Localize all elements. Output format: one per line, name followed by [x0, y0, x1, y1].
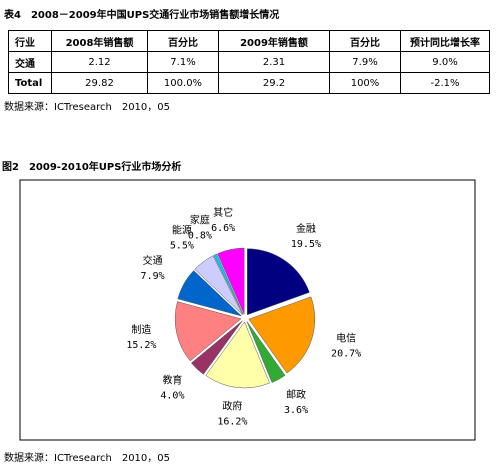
pie-slice: [213, 253, 244, 315]
slice-value: 20.7%: [331, 348, 361, 359]
slice-label: 电信: [336, 331, 356, 344]
slice-label: 金融: [296, 222, 316, 235]
data-table: 行业 2008年销售额 百分比 2009年销售额 百分比 预计同比增长率 交通 …: [8, 30, 490, 94]
pie-slice: [205, 321, 270, 389]
pie-slice: [194, 255, 243, 315]
pie-slice: [191, 320, 243, 375]
slice-value: 15.2%: [126, 340, 156, 351]
cell: 29.2: [218, 72, 330, 94]
pie-slice: [177, 270, 242, 317]
slice-value: 4.0%: [160, 390, 184, 401]
chart-source: 数据来源：ICTresearch 2010，05: [4, 453, 171, 464]
slice-value: 19.5%: [291, 239, 321, 250]
slice-label: 制造: [131, 323, 151, 336]
slice-label: 能源: [172, 223, 192, 236]
chart-title: 图2 2009-2010年UPS行业市场分析: [2, 162, 182, 173]
slice-value: 16.2%: [217, 416, 247, 427]
pie-slice: [246, 321, 286, 383]
slice-value: 7.9%: [141, 271, 165, 282]
table-source: 数据来源：ICTresearch 2010，05: [4, 102, 171, 113]
cell: 29.82: [51, 72, 148, 94]
slice-label: 邮政: [286, 388, 306, 401]
table-row: Total 29.82 100.0% 29.2 100% -2.1%: [8, 72, 490, 94]
pie-slice: [248, 296, 315, 374]
pie-slice: [247, 248, 310, 316]
pie-slice: [217, 247, 245, 315]
cell: -2.1%: [400, 72, 490, 94]
slice-label: 教育: [162, 373, 182, 386]
table-title: 表4 2008－2009年中国UPS交通行业市场销售额增长情况: [4, 10, 280, 21]
chart-frame: [19, 179, 476, 441]
slice-value: 5.5%: [170, 240, 194, 251]
slice-label: 政府: [222, 399, 242, 412]
pie-slice: [174, 301, 242, 362]
slice-label: 家庭: [190, 213, 210, 226]
slice-label: 其它: [213, 206, 233, 219]
slice-label: 交通: [143, 254, 163, 267]
slice-value: 3.6%: [284, 405, 308, 416]
slice-value: 6.6%: [211, 223, 235, 234]
slice-value: 0.8%: [188, 230, 212, 241]
